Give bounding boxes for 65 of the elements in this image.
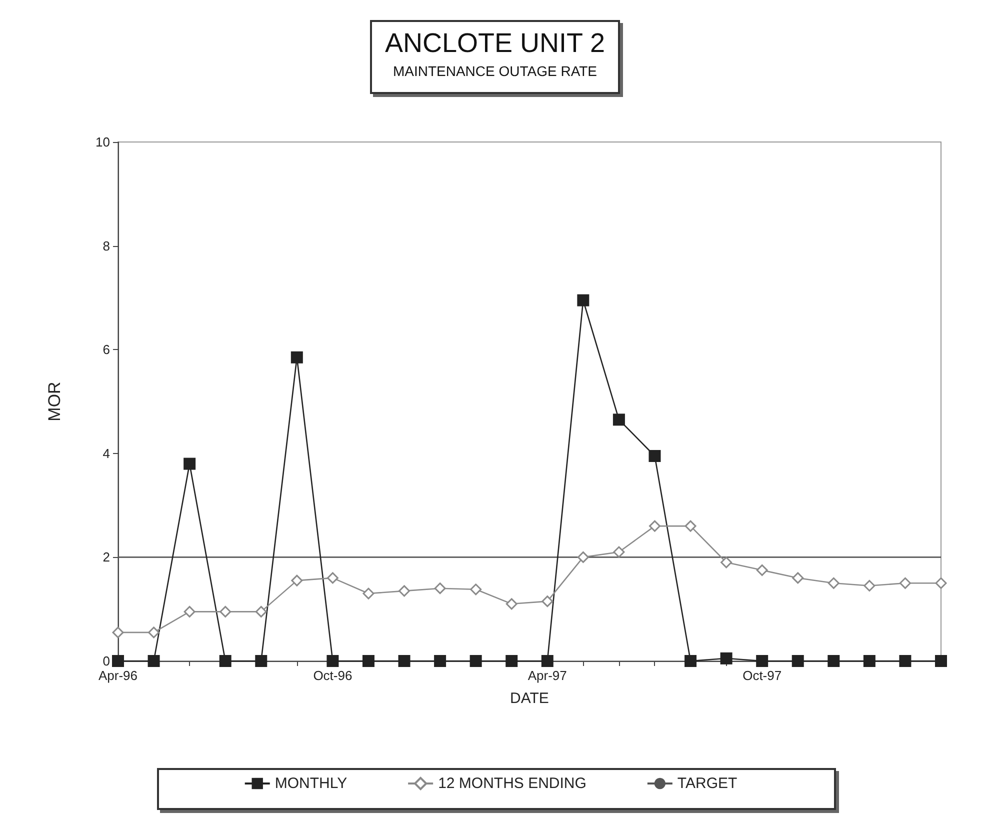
- point: [720, 652, 732, 664]
- point: [542, 596, 554, 608]
- point: [864, 580, 876, 592]
- point: [291, 574, 303, 586]
- y-tick-label: 4: [102, 446, 110, 461]
- point: [148, 626, 160, 638]
- chart-subtitle: MAINTENANCE OUTAGE RATE: [392, 63, 598, 79]
- point: [613, 546, 625, 558]
- legend-label: 12 MONTHS ENDING: [438, 775, 586, 792]
- point: [899, 577, 911, 589]
- point: [326, 572, 338, 584]
- point: [935, 577, 947, 589]
- point: [577, 551, 589, 563]
- point: [792, 655, 804, 667]
- point: [326, 655, 339, 667]
- point: [684, 520, 696, 532]
- point: [899, 655, 912, 667]
- point: [398, 585, 410, 597]
- y-axis-title: MOR: [45, 382, 64, 422]
- point: [648, 450, 661, 462]
- x-tick-label: Apr-96: [98, 668, 138, 683]
- point: [470, 584, 482, 596]
- x-tick-label: Apr-97: [528, 668, 567, 683]
- point: [506, 598, 518, 610]
- x-tick-label: Oct-97: [742, 668, 782, 683]
- point: [756, 564, 768, 576]
- point: [792, 572, 804, 584]
- y-tick-label: 2: [102, 550, 110, 565]
- point: [255, 655, 268, 667]
- point: [684, 655, 697, 667]
- point: [648, 520, 660, 532]
- y-tick-label: 0: [102, 654, 110, 668]
- y-tick-label: 10: [96, 134, 110, 150]
- point: [863, 655, 876, 667]
- legend-label: MONTHLY: [274, 775, 348, 792]
- point: [434, 582, 446, 594]
- point: [219, 655, 232, 667]
- point: [148, 655, 160, 667]
- point: [434, 655, 446, 667]
- chart-title: ANCLOTE UNIT 2: [384, 28, 606, 59]
- point: [112, 655, 124, 667]
- point: [612, 414, 625, 426]
- point: [577, 294, 590, 306]
- point: [398, 655, 410, 667]
- point: [506, 655, 518, 667]
- point: [362, 588, 374, 600]
- legend-label: TARGET: [677, 775, 738, 792]
- point: [112, 626, 124, 638]
- point: [255, 606, 267, 618]
- point: [828, 655, 840, 667]
- point: [184, 458, 196, 470]
- point: [290, 351, 303, 364]
- x-tick-label: Oct-96: [313, 668, 352, 683]
- point: [828, 577, 840, 589]
- point: [541, 655, 554, 667]
- point: [470, 655, 482, 667]
- x-axis-title: DATE: [510, 690, 549, 707]
- point: [720, 556, 732, 568]
- point: [184, 606, 196, 618]
- point: [220, 606, 232, 618]
- point: [935, 655, 947, 667]
- y-tick-label: 6: [102, 342, 110, 358]
- point: [362, 655, 374, 667]
- point: [756, 655, 768, 667]
- y-tick-label: 8: [102, 238, 110, 254]
